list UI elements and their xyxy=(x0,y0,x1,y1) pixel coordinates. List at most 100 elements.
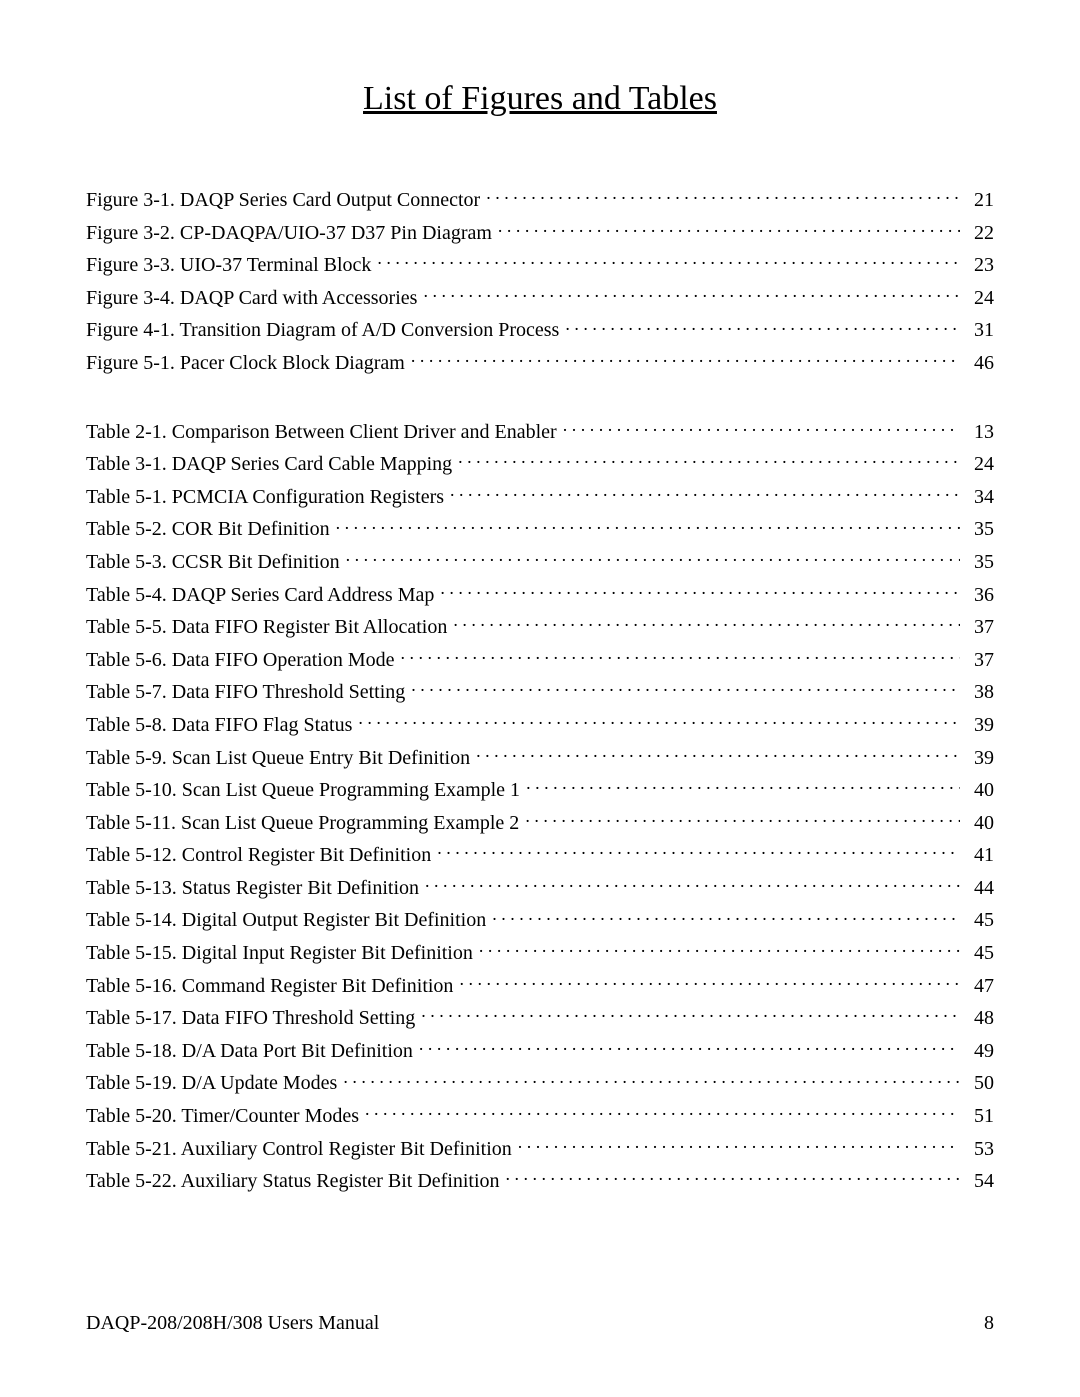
toc-entry-title: Table 5-9. Scan List Queue Entry Bit Def… xyxy=(86,745,470,773)
toc-entry-title: Figure 4-1. Transition Diagram of A/D Co… xyxy=(86,317,559,345)
toc-entry: Table 5-21. Auxiliary Control Register B… xyxy=(86,1131,994,1164)
toc-entry-title: Table 5-22. Auxiliary Status Register Bi… xyxy=(86,1168,500,1196)
toc-entry-page: 45 xyxy=(966,907,994,935)
toc-entry-page: 41 xyxy=(966,842,994,870)
toc-entry: Table 5-13. Status Register Bit Definiti… xyxy=(86,870,994,903)
toc-entry: Table 2-1. Comparison Between Client Dri… xyxy=(86,414,994,447)
toc-entry-page: 21 xyxy=(966,187,994,215)
toc-entry: Table 5-9. Scan List Queue Entry Bit Def… xyxy=(86,740,994,773)
toc-entry-title: Table 5-4. DAQP Series Card Address Map xyxy=(86,582,434,610)
toc-entry: Table 5-17. Data FIFO Threshold Setting 4… xyxy=(86,1000,994,1033)
toc-entry-page: 46 xyxy=(966,350,994,378)
toc-entry-leader xyxy=(458,446,960,470)
toc-entry-leader xyxy=(459,968,960,992)
toc-entry-title: Table 5-8. Data FIFO Flag Status xyxy=(86,712,352,740)
toc-entry-title: Table 5-7. Data FIFO Threshold Setting xyxy=(86,679,405,707)
toc-entry: Figure 5-1. Pacer Clock Block Diagram 46 xyxy=(86,345,994,378)
toc-entry-leader xyxy=(479,935,960,959)
toc-entry: Table 5-4. DAQP Series Card Address Map 3… xyxy=(86,577,994,610)
toc-entry-title: Table 5-3. CCSR Bit Definition xyxy=(86,549,340,577)
toc-entry-title: Figure 3-2. CP-DAQPA/UIO-37 D37 Pin Diag… xyxy=(86,220,492,248)
toc-entry-title: Figure 5-1. Pacer Clock Block Diagram xyxy=(86,350,405,378)
footer-page-number: 8 xyxy=(984,1312,994,1335)
toc-entry-page: 37 xyxy=(966,614,994,642)
toc-entry: Table 5-1. PCMCIA Configuration Register… xyxy=(86,479,994,512)
toc-entry-title: Table 5-17. Data FIFO Threshold Setting xyxy=(86,1005,415,1033)
toc-entry-leader xyxy=(411,674,960,698)
toc-entry-page: 51 xyxy=(966,1103,994,1131)
toc-entry-leader xyxy=(336,511,960,535)
toc-entry: Table 5-20. Timer/Counter Modes51 xyxy=(86,1098,994,1131)
toc-entry-page: 35 xyxy=(966,549,994,577)
toc-entry-page: 31 xyxy=(966,317,994,345)
toc-entry: Table 5-16. Command Register Bit Definit… xyxy=(86,968,994,1001)
toc-entry: Table 5-12. Control Register Bit Definit… xyxy=(86,837,994,870)
toc-entry-title: Table 5-1. PCMCIA Configuration Register… xyxy=(86,484,444,512)
toc-entry: Table 5-7. Data FIFO Threshold Setting 38 xyxy=(86,674,994,707)
toc-entry-title: Table 5-21. Auxiliary Control Register B… xyxy=(86,1136,512,1164)
toc-entry-page: 23 xyxy=(966,252,994,280)
toc-entry-title: Table 5-10. Scan List Queue Programming … xyxy=(86,777,520,805)
toc-entry: Figure 3-3. UIO-37 Terminal Block23 xyxy=(86,247,994,280)
toc-entry-page: 47 xyxy=(966,973,994,1001)
toc-entry-leader xyxy=(506,1163,960,1187)
toc-entry-title: Table 5-15. Digital Input Register Bit D… xyxy=(86,940,473,968)
toc-entry: Figure 4-1. Transition Diagram of A/D Co… xyxy=(86,312,994,345)
toc-entry-leader xyxy=(437,837,960,861)
toc-entry-page: 36 xyxy=(966,582,994,610)
toc-entry-title: Table 5-13. Status Register Bit Definiti… xyxy=(86,875,419,903)
toc-entry-page: 35 xyxy=(966,516,994,544)
toc-entry: Table 5-19. D/A Update Modes 50 xyxy=(86,1065,994,1098)
toc-entry-title: Table 5-18. D/A Data Port Bit Definition xyxy=(86,1038,413,1066)
toc-entry-leader xyxy=(453,609,960,633)
toc-entry-leader xyxy=(492,902,960,926)
toc-entry-page: 39 xyxy=(966,712,994,740)
toc-entry-title: Table 2-1. Comparison Between Client Dri… xyxy=(86,419,557,447)
toc-entry: Table 3-1. DAQP Series Card Cable Mappin… xyxy=(86,446,994,479)
toc-entry-leader xyxy=(425,870,960,894)
toc-entry-leader xyxy=(346,544,960,568)
toc-entry-leader xyxy=(476,740,960,764)
toc-entry-title: Figure 3-1. DAQP Series Card Output Conn… xyxy=(86,187,480,215)
toc-entry-page: 13 xyxy=(966,419,994,447)
toc-entry-page: 49 xyxy=(966,1038,994,1066)
toc-entry-title: Figure 3-4. DAQP Card with Accessories xyxy=(86,285,417,313)
toc-entry-page: 48 xyxy=(966,1005,994,1033)
toc-entry-leader xyxy=(498,215,960,239)
toc-entry-leader xyxy=(450,479,960,503)
toc-entry: Table 5-2. COR Bit Definition 35 xyxy=(86,511,994,544)
toc-entry-title: Table 5-16. Command Register Bit Definit… xyxy=(86,973,453,1001)
toc-entry-leader xyxy=(486,182,960,206)
figures-list: Figure 3-1. DAQP Series Card Output Conn… xyxy=(86,182,994,378)
toc-entry-title: Table 5-19. D/A Update Modes xyxy=(86,1070,337,1098)
toc-entry-leader xyxy=(565,312,960,336)
toc-entry-leader xyxy=(419,1033,960,1057)
toc-entry-leader xyxy=(365,1098,960,1122)
toc-entry-leader xyxy=(401,642,960,666)
toc-entry-leader xyxy=(411,345,960,369)
toc-entry-page: 37 xyxy=(966,647,994,675)
toc-entry-leader xyxy=(421,1000,960,1024)
toc-entry-leader xyxy=(377,247,960,271)
toc-entry: Figure 3-4. DAQP Card with Accessories 24 xyxy=(86,280,994,313)
group-separator xyxy=(86,378,994,406)
toc-entry-leader xyxy=(440,577,960,601)
toc-entry-title: Table 5-2. COR Bit Definition xyxy=(86,516,330,544)
toc-entry-page: 50 xyxy=(966,1070,994,1098)
toc-entry-page: 40 xyxy=(966,777,994,805)
toc-entry-page: 54 xyxy=(966,1168,994,1196)
toc-entry-page: 39 xyxy=(966,745,994,773)
tables-list: Table 2-1. Comparison Between Client Dri… xyxy=(86,414,994,1196)
toc-entry-page: 24 xyxy=(966,285,994,313)
toc-entry-leader xyxy=(423,280,960,304)
toc-entry: Table 5-10. Scan List Queue Programming … xyxy=(86,772,994,805)
toc-entry-title: Table 3-1. DAQP Series Card Cable Mappin… xyxy=(86,451,452,479)
page-title: List of Figures and Tables xyxy=(86,80,994,118)
toc-entry-page: 38 xyxy=(966,679,994,707)
toc-entry-page: 34 xyxy=(966,484,994,512)
toc-entry-leader xyxy=(358,707,960,731)
toc-entry: Table 5-8. Data FIFO Flag Status 39 xyxy=(86,707,994,740)
toc-entry: Table 5-6. Data FIFO Operation Mode37 xyxy=(86,642,994,675)
toc-entry-page: 53 xyxy=(966,1136,994,1164)
toc-entry: Figure 3-1. DAQP Series Card Output Conn… xyxy=(86,182,994,215)
